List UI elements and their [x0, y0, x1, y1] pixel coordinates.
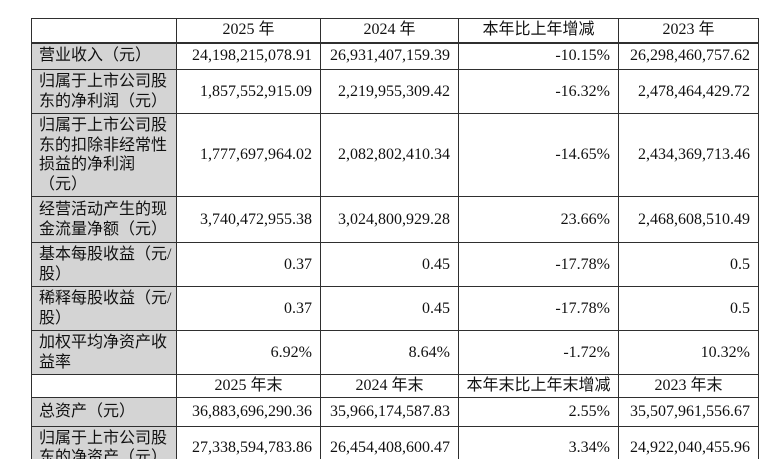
value-cell: -10.15% — [458, 42, 619, 70]
value-cell: 1,857,552,915.09 — [176, 68, 321, 115]
value-cell: 2.55% — [458, 396, 619, 427]
value-cell: 23.66% — [458, 196, 619, 244]
column-header-4: 2023 年末 — [618, 374, 759, 398]
corner-cell — [31, 374, 177, 398]
table-row: 归属于上市公司股东的净资产（元） 27,338,594,783.86 26,454,… — [31, 425, 759, 459]
period-header-row: 2025 年 2024 年本年比上年增减 2023 年 — [31, 18, 759, 44]
row-label: 稀释每股收益（元/股） — [31, 286, 177, 332]
table-row: 基本每股收益（元/股） 0.37 0.45 -17.78% 0.5 — [31, 242, 759, 288]
column-header-2: 2024 年末 — [320, 374, 459, 398]
value-cell: -17.78% — [458, 286, 619, 332]
table-row: 营业收入（元） 24,198,215,078.91 26,931,407,159.3… — [31, 42, 759, 70]
corner-cell — [31, 18, 177, 44]
row-label: 经营活动产生的现金流量净额（元） — [31, 196, 177, 244]
row-label: 归属于上市公司股东的扣除非经常性损益的净利润（元） — [31, 113, 177, 198]
value-cell: 0.45 — [320, 286, 459, 332]
value-cell: 2,478,464,429.72 — [618, 68, 759, 115]
value-cell: 1,777,697,964.02 — [176, 113, 321, 198]
table-row: 经营活动产生的现金流量净额（元） 3,740,472,955.38 3,024,80… — [31, 196, 759, 244]
value-cell: 24,922,040,455.96 — [618, 425, 759, 459]
value-cell: -14.65% — [458, 113, 619, 198]
financial-summary-table: 2025 年 2024 年本年比上年增减 2023 年营业收入（元） 24,198,2… — [31, 18, 759, 459]
value-cell: 35,507,961,556.67 — [618, 396, 759, 427]
value-cell: 24,198,215,078.91 — [176, 42, 321, 70]
column-header-2: 2024 年 — [320, 18, 459, 44]
value-cell: 2,219,955,309.42 — [320, 68, 459, 115]
table-row: 归属于上市公司股东的净利润（元） 1,857,552,915.09 2,219,95… — [31, 68, 759, 115]
value-cell: 3.34% — [458, 425, 619, 459]
value-cell: 0.5 — [618, 242, 759, 288]
value-cell: 0.37 — [176, 242, 321, 288]
table-row: 总资产（元） 36,883,696,290.36 35,966,174,587.83… — [31, 396, 759, 427]
row-label: 归属于上市公司股东的净利润（元） — [31, 68, 177, 115]
value-cell: 3,024,800,929.28 — [320, 196, 459, 244]
column-header-3: 本年比上年增减 — [458, 18, 619, 44]
value-cell: 0.45 — [320, 242, 459, 288]
table-body: 2025 年 2024 年本年比上年增减 2023 年营业收入（元） 24,198,2… — [31, 18, 759, 459]
value-cell: 26,931,407,159.39 — [320, 42, 459, 70]
value-cell: 26,454,408,600.47 — [320, 425, 459, 459]
value-cell: -17.78% — [458, 242, 619, 288]
value-cell: 27,338,594,783.86 — [176, 425, 321, 459]
value-cell: 2,082,802,410.34 — [320, 113, 459, 198]
value-cell: 26,298,460,757.62 — [618, 42, 759, 70]
value-cell: -16.32% — [458, 68, 619, 115]
row-label: 加权平均净资产收益率 — [31, 330, 177, 376]
row-label: 基本每股收益（元/股） — [31, 242, 177, 288]
value-cell: 36,883,696,290.36 — [176, 396, 321, 427]
value-cell: 2,468,608,510.49 — [618, 196, 759, 244]
table-row: 归属于上市公司股东的扣除非经常性损益的净利润（元） 1,777,697,964.0… — [31, 113, 759, 198]
value-cell: 0.37 — [176, 286, 321, 332]
value-cell: 8.64% — [320, 330, 459, 376]
row-label: 归属于上市公司股东的净资产（元） — [31, 425, 177, 459]
column-header-1: 2025 年 — [176, 18, 321, 44]
row-label: 营业收入（元） — [31, 42, 177, 70]
row-label: 总资产（元） — [31, 396, 177, 427]
value-cell: 10.32% — [618, 330, 759, 376]
table-row: 加权平均净资产收益率 6.92% 8.64% -1.72% 10.32% — [31, 330, 759, 376]
column-header-4: 2023 年 — [618, 18, 759, 44]
value-cell: -1.72% — [458, 330, 619, 376]
value-cell: 0.5 — [618, 286, 759, 332]
value-cell: 35,966,174,587.83 — [320, 396, 459, 427]
period-header-row: 2025 年末 2024 年末 本年末比上年末增减 2023 年末 — [31, 374, 759, 398]
column-header-1: 2025 年末 — [176, 374, 321, 398]
column-header-3: 本年末比上年末增减 — [458, 374, 619, 398]
value-cell: 6.92% — [176, 330, 321, 376]
table-row: 稀释每股收益（元/股） 0.37 0.45 -17.78% 0.5 — [31, 286, 759, 332]
value-cell: 2,434,369,713.46 — [618, 113, 759, 198]
value-cell: 3,740,472,955.38 — [176, 196, 321, 244]
